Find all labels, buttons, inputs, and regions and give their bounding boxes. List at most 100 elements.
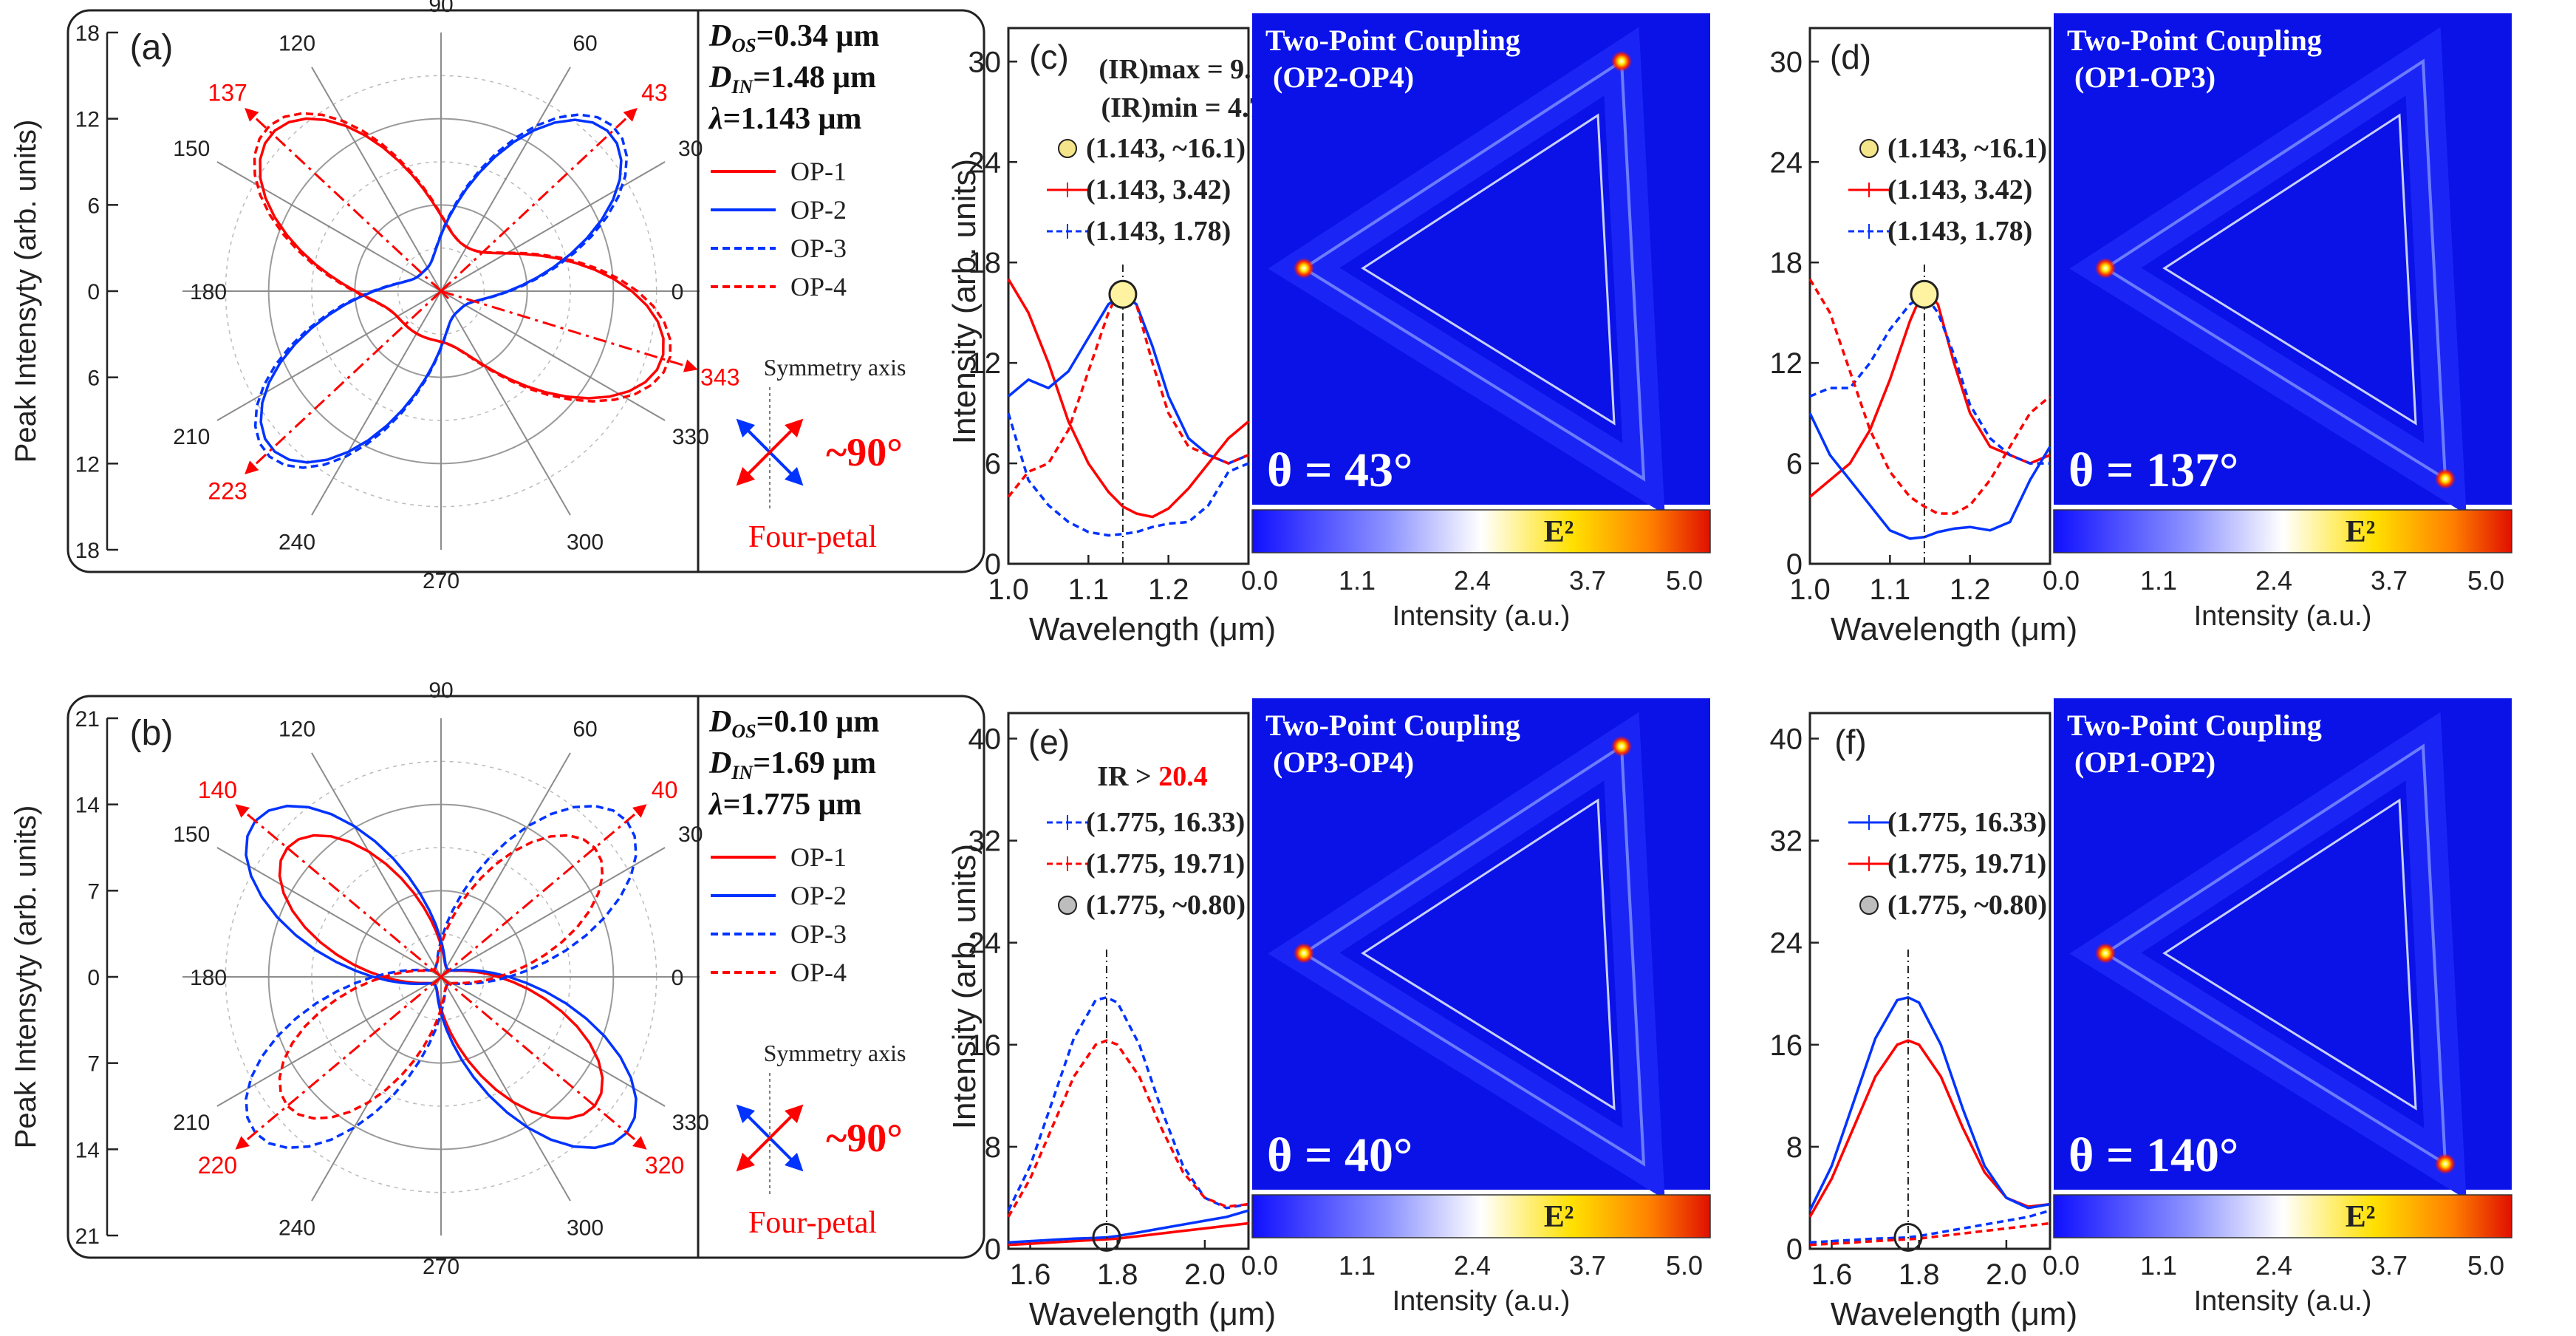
x-tick-label: 1.1 xyxy=(1870,573,1911,606)
curve-op-4 xyxy=(1808,278,2051,515)
colorbar-tick-label: 5.0 xyxy=(1666,1250,1703,1281)
marker-label: (1.775, ~0.80) xyxy=(1086,890,1246,921)
axis-angle-label: 140 xyxy=(198,777,237,803)
param-text: DOS=0.34 μm xyxy=(708,19,879,56)
marker-label: (1.143, 1.78) xyxy=(1887,216,2032,247)
radial-tick-label: 21 xyxy=(75,707,100,732)
colorbar-tick-label: 3.7 xyxy=(1569,1250,1606,1281)
colorbar xyxy=(2053,509,2512,553)
x-tick-label: 2.0 xyxy=(1986,1258,2027,1291)
x-tick-label: 1.1 xyxy=(1068,573,1110,606)
spectrum-panel-d: Wavelength (μm) 0 6 12 18 24 30 1.0 1.1 1.2 (d) (1.… xyxy=(1770,13,2512,647)
series-op-4 xyxy=(278,834,604,1120)
map-title: Two-Point Coupling xyxy=(2067,24,2322,57)
angle-label: 60 xyxy=(573,717,597,741)
hotspot xyxy=(2095,943,2116,964)
angle-label: 180 xyxy=(190,280,227,304)
param-text: DIN=1.69 μm xyxy=(708,746,876,783)
axis-angle-label: 40 xyxy=(652,777,678,803)
map-subtitle: (OP1-OP3) xyxy=(2074,61,2215,94)
radial-tick-label: 7 xyxy=(87,879,100,904)
colorbar-tick-label: 5.0 xyxy=(2467,1250,2504,1281)
angle-label: 120 xyxy=(279,717,315,741)
field-map: Two-Point Coupling (OP3-OP4) θ = 40° xyxy=(1252,698,1710,1200)
legend-label: OP-4 xyxy=(790,272,847,301)
x-tick-label: 1.6 xyxy=(1811,1258,1853,1291)
angle-label: 270 xyxy=(423,1255,459,1279)
highlight-circle xyxy=(1092,1222,1121,1252)
legend-label: OP-3 xyxy=(790,234,847,263)
colorbar-label: E² xyxy=(2346,1200,2376,1234)
y-tick-label: 16 xyxy=(1770,1029,1803,1062)
symmetry-icon-arrow xyxy=(736,423,799,486)
hotspot xyxy=(1611,736,1632,757)
x-tick-label: 1.8 xyxy=(1097,1258,1138,1291)
field-map: Two-Point Coupling (OP1-OP2) θ = 140° xyxy=(2054,698,2512,1200)
angle-label: 90 xyxy=(428,0,453,17)
radial-tick-label: 0 xyxy=(87,280,100,304)
curve-op-2 xyxy=(1007,293,1249,465)
field-map: Two-Point Coupling (OP2-OP4) θ = 43° xyxy=(1252,13,1710,515)
panel-label: (f) xyxy=(1834,723,1866,761)
radial-tick-label: 18 xyxy=(75,21,100,46)
colorbar-tick-label: 2.4 xyxy=(1454,565,1491,596)
radial-tick-label: 14 xyxy=(75,794,100,818)
y-tick-label: 24 xyxy=(1770,927,1803,960)
colorbar-tick-label: 0.0 xyxy=(1241,1250,1278,1281)
y-tick-label: 8 xyxy=(985,1131,1001,1164)
pattern-label: Four-petal xyxy=(748,1206,877,1240)
radial-tick-label: 18 xyxy=(75,539,100,563)
colorbar-tick-label: 0.0 xyxy=(2043,565,2080,596)
triangle-outer-edge xyxy=(1301,58,1646,482)
colorbar-label: E² xyxy=(1544,515,1574,549)
symmetry-axis-arrow xyxy=(235,804,442,978)
y-tick-label: 0 xyxy=(1786,548,1803,581)
angle-label: 210 xyxy=(173,1111,210,1135)
panel-label: (d) xyxy=(1830,38,1871,76)
panel-label: (a) xyxy=(130,28,174,67)
symmetry-axis-arrow xyxy=(440,804,647,978)
curve-op-3 xyxy=(1007,412,1249,537)
angle-label: 300 xyxy=(567,531,604,555)
x-tick-label: 2.0 xyxy=(1184,1258,1226,1291)
hotspot xyxy=(2435,1153,2456,1174)
marker-label: (1.143, ~16.1) xyxy=(1086,133,1246,164)
plot-frame xyxy=(1808,27,2051,565)
marker-label: (1.775, 19.71) xyxy=(1887,848,2046,879)
center-marker xyxy=(432,282,450,300)
marker-symbol xyxy=(1859,139,1879,158)
radial-tick-label: 7 xyxy=(87,1052,100,1077)
highlight-circle xyxy=(1108,279,1138,309)
radial-tick-label: 12 xyxy=(75,452,100,477)
colorbar-axis-label: Intensity (a.u.) xyxy=(2194,601,2372,632)
x-tick-label: 1.6 xyxy=(1010,1258,1051,1291)
triangle-outer-edge xyxy=(1301,743,1646,1167)
angle-label: 330 xyxy=(672,1111,709,1135)
colorbar-tick-label: 2.4 xyxy=(2255,565,2292,596)
triangle-outer-edge xyxy=(2102,58,2447,482)
colorbar-tick-label: 5.0 xyxy=(1666,565,1703,596)
field-map: Two-Point Coupling (OP1-OP3) θ = 137° xyxy=(2054,13,2512,515)
pattern-label: Four-petal xyxy=(748,520,877,554)
colorbar-axis-label: Intensity (a.u.) xyxy=(1393,1286,1571,1317)
symmetry-axis-arrow xyxy=(440,290,698,372)
angle-label: 330 xyxy=(672,425,709,449)
axis-angle-label: 43 xyxy=(641,80,668,106)
curve-op-4 xyxy=(1007,281,1249,498)
curve-op-2 xyxy=(1808,412,2051,540)
angle-label: 60 xyxy=(573,31,597,55)
angle-label: 0 xyxy=(672,966,684,990)
radial-tick-label: 0 xyxy=(87,966,100,990)
curve-op-1 xyxy=(1808,286,2051,498)
legend-label: OP-2 xyxy=(790,881,847,910)
y-tick-label: 0 xyxy=(1786,1233,1803,1266)
colorbar-tick-label: 2.4 xyxy=(1454,1250,1491,1281)
theta-label: θ = 40° xyxy=(1267,1128,1412,1182)
symmetry-icon-arrow xyxy=(736,1108,799,1172)
colorbar-tick-label: 1.1 xyxy=(1339,565,1376,596)
panel-label: (c) xyxy=(1029,38,1069,76)
map-subtitle: (OP3-OP4) xyxy=(1273,746,1414,779)
colorbar-tick-label: 0.0 xyxy=(2043,1250,2080,1281)
y-tick-label: 30 xyxy=(968,46,1002,78)
